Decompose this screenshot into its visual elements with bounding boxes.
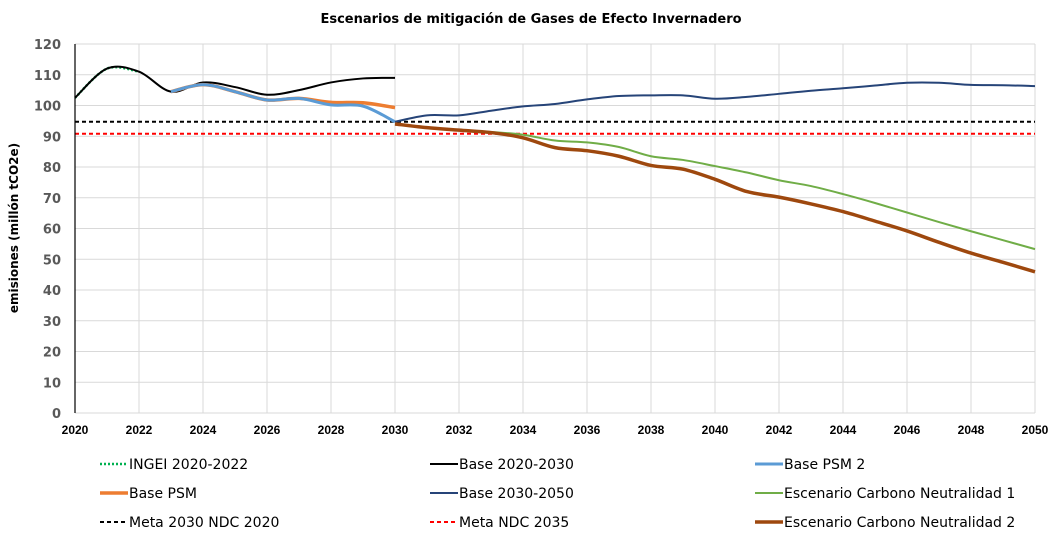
y-tick-label: 50 — [43, 253, 61, 268]
y-tick-label: 70 — [43, 192, 61, 207]
legend-item: Meta NDC 2035 — [430, 515, 569, 531]
y-axis-ticks: 0 10 20 30 40 50 60 70 80 90 100 110 120 — [34, 38, 61, 422]
legend-item: Base PSM 2 — [755, 457, 865, 473]
gridlines — [74, 43, 1036, 414]
x-tick-label: 2040 — [702, 423, 729, 437]
y-tick-label: 100 — [34, 100, 61, 115]
y-axis-label: emisiones (millón tCO2e) — [7, 143, 21, 313]
x-tick-label: 2042 — [766, 423, 793, 437]
legend-item: Escenario Carbono Neutralidad 2 — [755, 515, 1015, 531]
series-line-base-2030-2050 — [394, 81, 1036, 123]
y-tick-label: 40 — [43, 284, 61, 299]
chart-title: Escenarios de mitigación de Gases de Efe… — [320, 12, 741, 27]
legend-item: Base PSM — [100, 486, 197, 502]
series-line-base-psm — [170, 82, 396, 110]
legend-label: Escenario Carbono Neutralidad 2 — [784, 515, 1015, 531]
y-tick-label: 0 — [52, 407, 61, 422]
series-lines — [74, 65, 1036, 274]
legend-label: Meta 2030 NDC 2020 — [129, 515, 279, 531]
y-tick-label: 60 — [43, 223, 61, 238]
legend: INGEI 2020-2022 Base 2020-2030 Base PSM 2 B… — [100, 457, 1015, 531]
legend-item: Base 2030-2050 — [430, 486, 574, 502]
legend-item: Escenario Carbono Neutralidad 1 — [755, 486, 1015, 502]
legend-item: Base 2020-2030 — [430, 457, 574, 473]
y-tick-label: 80 — [43, 161, 61, 176]
x-tick-label: 2046 — [894, 423, 921, 437]
x-tick-label: 2028 — [318, 423, 345, 437]
legend-label: Escenario Carbono Neutralidad 1 — [784, 486, 1015, 502]
series-line-base-psm-2 — [170, 83, 396, 124]
x-tick-label: 2036 — [574, 423, 601, 437]
x-tick-label: 2048 — [958, 423, 985, 437]
x-tick-label: 2022 — [126, 423, 153, 437]
legend-label: INGEI 2020-2022 — [129, 457, 248, 473]
x-tick-label: 2038 — [638, 423, 665, 437]
x-tick-label: 2032 — [446, 423, 473, 437]
legend-label: Meta NDC 2035 — [459, 515, 569, 531]
legend-label: Base PSM 2 — [784, 457, 865, 473]
legend-label: Base 2030-2050 — [459, 486, 574, 502]
y-tick-label: 120 — [34, 38, 61, 53]
x-tick-label: 2034 — [510, 423, 537, 437]
y-tick-label: 10 — [43, 376, 61, 391]
x-tick-label: 2024 — [190, 423, 217, 437]
x-tick-label: 2044 — [830, 423, 857, 437]
x-tick-label: 2050 — [1022, 423, 1049, 437]
series-line-base-2020-2030 — [74, 65, 396, 99]
series-line-escenario-carbono-neutralidad-2 — [394, 122, 1036, 274]
x-tick-label: 2020 — [62, 423, 89, 437]
legend-item: Meta 2030 NDC 2020 — [100, 515, 279, 531]
y-tick-label: 30 — [43, 315, 61, 330]
legend-label: Base 2020-2030 — [459, 457, 574, 473]
x-tick-label: 2030 — [382, 423, 409, 437]
series-line-ingei-2020-2022 — [74, 65, 140, 99]
y-tick-label: 20 — [43, 346, 61, 361]
x-tick-label: 2026 — [254, 423, 281, 437]
x-axis-ticks: 2020 2022 2024 2026 2028 2030 2032 2034 2036 2038… — [62, 423, 1049, 437]
legend-label: Base PSM — [129, 486, 197, 502]
y-tick-label: 110 — [34, 69, 61, 84]
legend-item: INGEI 2020-2022 — [100, 457, 248, 473]
y-tick-label: 90 — [43, 130, 61, 145]
